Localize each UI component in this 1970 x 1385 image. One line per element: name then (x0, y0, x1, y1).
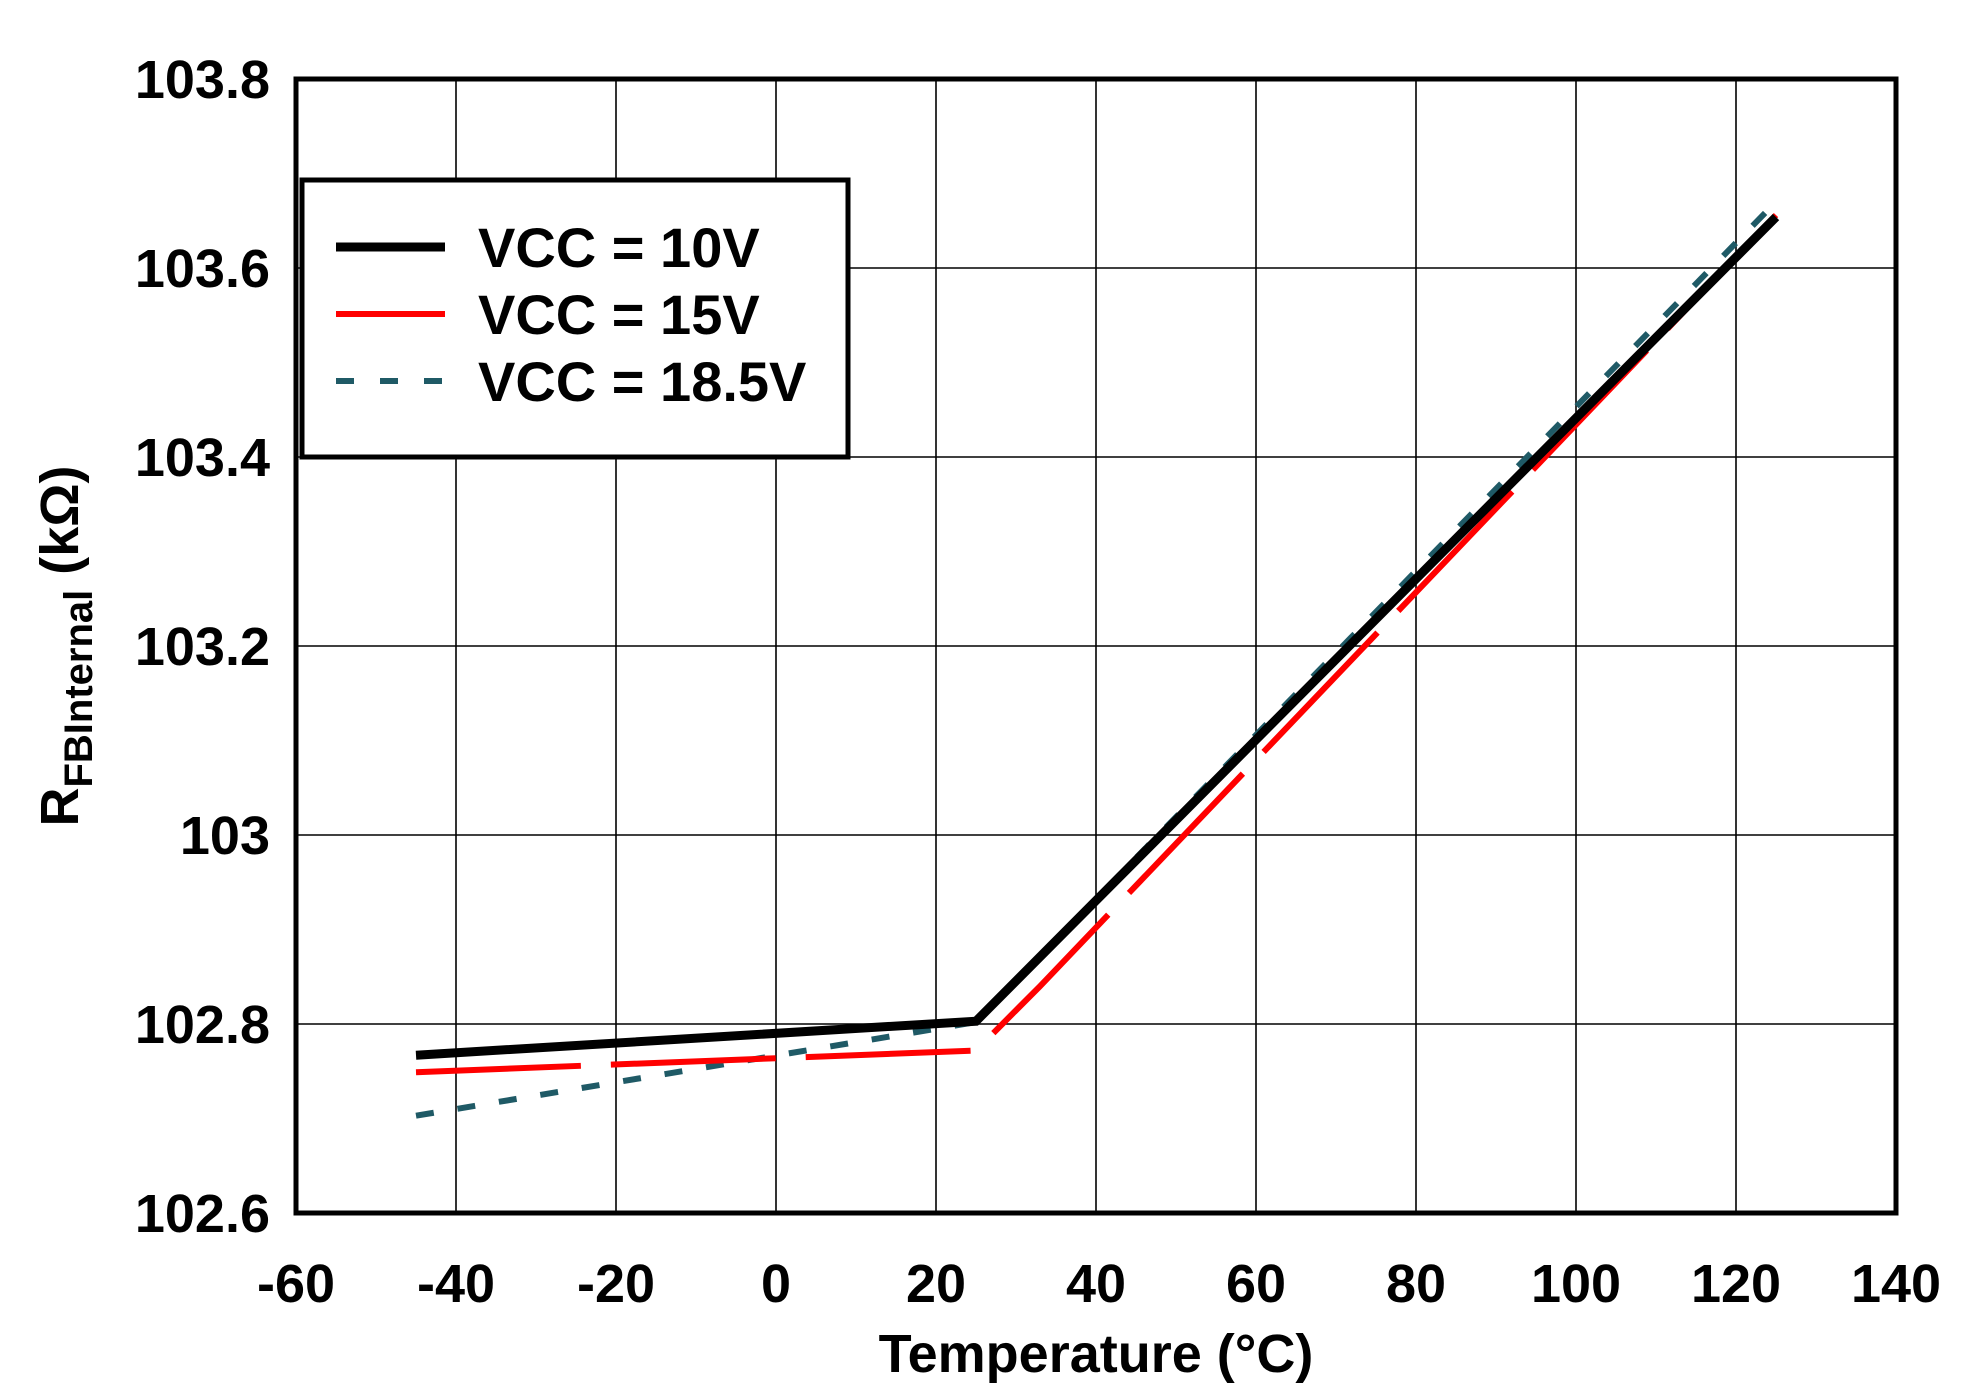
y-tick-label: 103.8 (135, 50, 270, 110)
y-axis-title: RFBInternal (kΩ) (30, 465, 101, 826)
x-tick-labels: -60 -40 -20 0 20 40 60 80 100 120 140 (257, 1254, 1941, 1314)
plot-frame (293, 76, 1899, 1216)
series-line-1 (415, 213, 1780, 1060)
y-tick-label: 102.6 (135, 1184, 270, 1244)
x-tick-label: 20 (906, 1254, 966, 1314)
legend-label-2: VCC = 15V (478, 283, 760, 346)
x-tick-label: 140 (1851, 1254, 1941, 1314)
y-tick-label: 102.8 (135, 995, 270, 1055)
y-tick-label: 103.4 (135, 428, 270, 488)
x-tick-label: 0 (761, 1254, 791, 1314)
legend-label-3: VCC = 18.5V (478, 350, 806, 413)
series-line-2 (415, 213, 1779, 1076)
x-tick-label: 60 (1226, 1254, 1286, 1314)
x-tick-label: 40 (1066, 1254, 1126, 1314)
x-tick-label: -20 (577, 1254, 655, 1314)
x-tick-label: -40 (417, 1254, 495, 1314)
x-tick-label: 120 (1691, 1254, 1781, 1314)
legend-label-1: VCC = 10V (478, 216, 760, 279)
legend-box (299, 177, 851, 460)
x-axis-title: Temperature (°C) (879, 1324, 1314, 1384)
y-axis-title-subscript: FBInternal (57, 590, 101, 788)
series-layer (415, 199, 1780, 1119)
y-axis-title-main: R (30, 788, 90, 827)
x-tick-label: -60 (257, 1254, 335, 1314)
y-tick-label: 103 (180, 806, 270, 866)
y-axis-title-unit: (kΩ) (30, 465, 90, 589)
x-tick-label: 80 (1386, 1254, 1446, 1314)
y-tick-label: 103.6 (135, 239, 270, 299)
y-tick-labels: 102.6 102.8 103 103.2 103.4 103.6 103.8 (135, 50, 270, 1244)
y-tick-label: 103.2 (135, 617, 270, 677)
x-tick-label: 100 (1531, 1254, 1621, 1314)
